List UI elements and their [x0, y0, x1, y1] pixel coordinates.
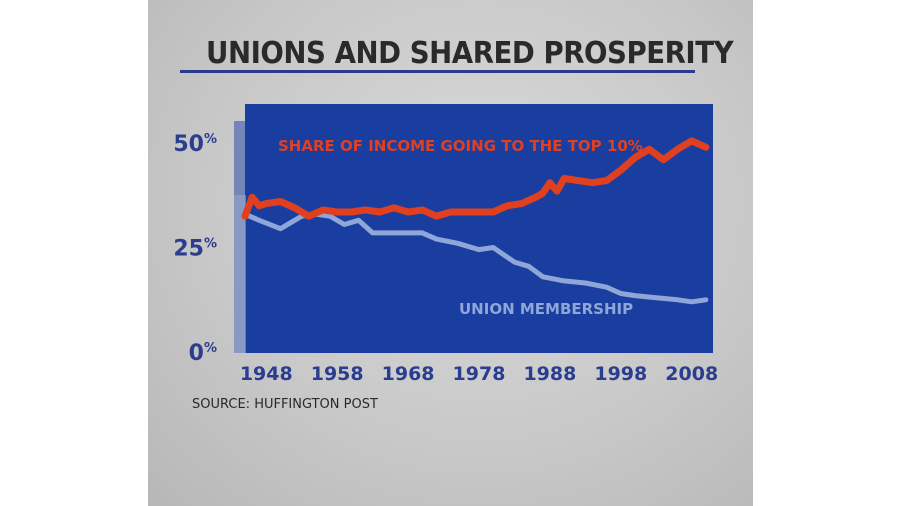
series-lines — [241, 137, 710, 305]
series-label-union-membership: UNION MEMBERSHIP — [459, 300, 633, 318]
x-tick-label: 1998 — [594, 363, 647, 385]
source-note: SOURCE: HUFFINGTON POST — [192, 397, 378, 412]
series-label-income-top10: SHARE OF INCOME GOING TO THE TOP 10% — [278, 137, 643, 155]
series-line-union-membership — [242, 211, 709, 305]
plot-panel-stripe — [234, 195, 246, 353]
y-tick-label: 50% — [173, 132, 217, 157]
y-axis-ticks: 0% 25% 50% — [173, 132, 217, 366]
x-tick-label: 1968 — [382, 363, 435, 385]
series-line-income-top10 — [241, 137, 710, 220]
x-tick-label: 1988 — [523, 363, 576, 385]
y-tick-label: 25% — [173, 237, 217, 262]
x-tick-label: 1948 — [240, 363, 293, 385]
page-title: UNIONS AND SHARED PROSPERITY — [206, 36, 734, 71]
x-tick-label: 2008 — [665, 363, 718, 385]
x-tick-label: 1978 — [453, 363, 506, 385]
plot-panel — [245, 104, 713, 353]
title-underline — [180, 70, 695, 73]
x-tick-label: 1958 — [311, 363, 364, 385]
x-axis-ticks: 1948 1958 1968 1978 1988 1998 2008 — [240, 363, 718, 385]
y-tick-label: 0% — [189, 341, 217, 366]
